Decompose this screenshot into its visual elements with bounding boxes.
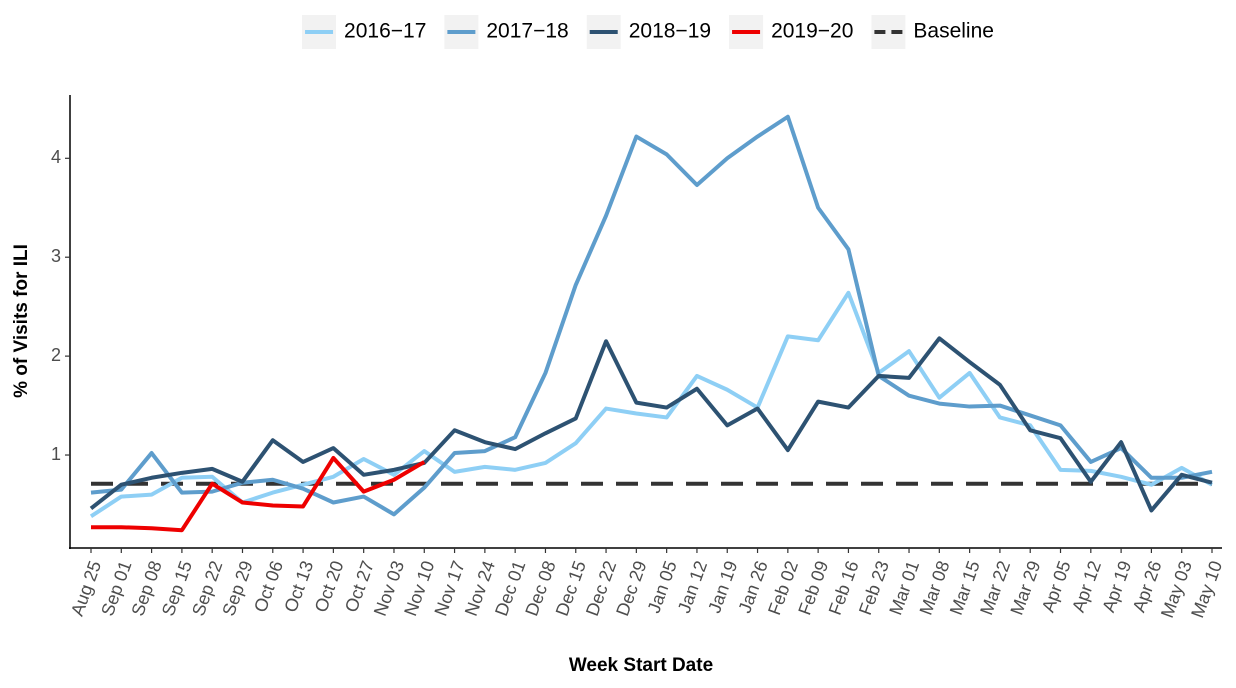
legend-label: 2018−19	[629, 20, 711, 43]
legend-label: 2016−17	[344, 20, 426, 43]
legend-label: 2017−18	[486, 20, 568, 43]
legend-label: 2019−20	[771, 20, 853, 43]
series-line	[89, 336, 1213, 513]
series-line	[90, 114, 1213, 517]
y-tick-label: 2	[51, 345, 61, 365]
series-line	[91, 455, 426, 533]
x-axis-title: Week Start Date	[569, 655, 713, 676]
legend-label: Baseline	[913, 20, 994, 43]
y-tick-label: 3	[51, 246, 61, 266]
y-tick-label: 4	[51, 147, 61, 167]
y-axis-title: % of Visits for ILI	[11, 244, 32, 398]
y-tick-label: 1	[51, 444, 61, 464]
